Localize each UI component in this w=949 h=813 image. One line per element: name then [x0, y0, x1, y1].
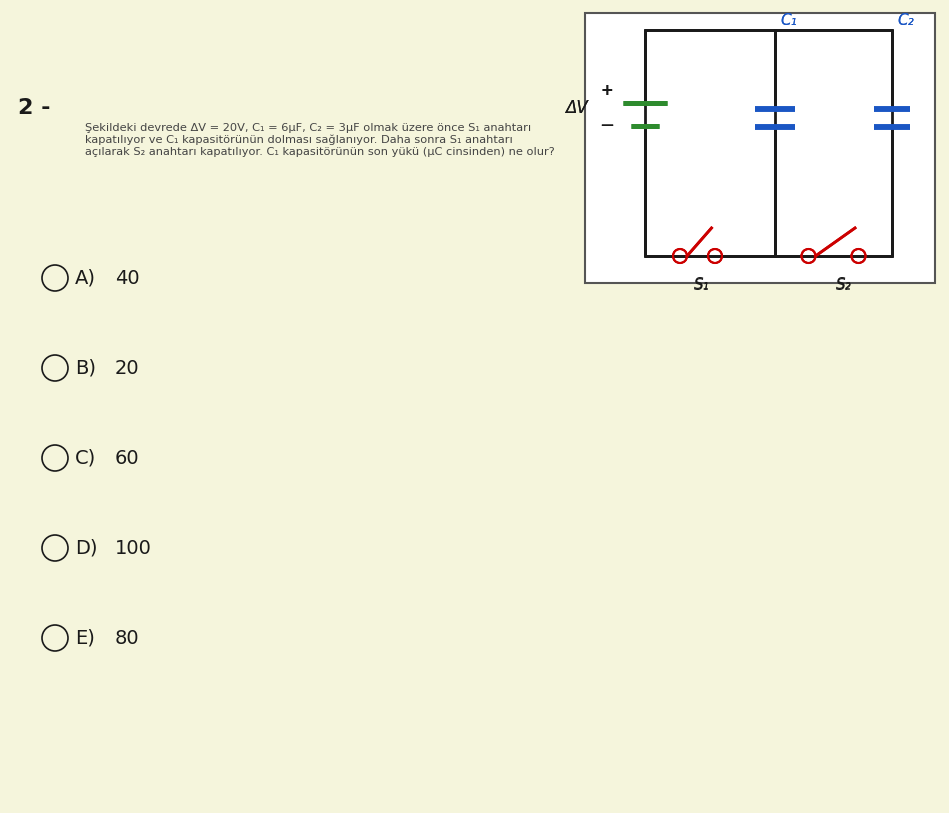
- Text: D): D): [75, 538, 98, 558]
- Text: E): E): [75, 628, 95, 647]
- Text: A): A): [75, 268, 96, 288]
- Text: C₁: C₁: [780, 13, 797, 28]
- Text: Şekildeki devrede ΔV = 20V, C₁ = 6μF, C₂ = 3μF olmak üzere önce S₁ anahtarı
kapa: Şekildeki devrede ΔV = 20V, C₁ = 6μF, C₂…: [85, 123, 555, 157]
- Text: S₁: S₁: [694, 278, 710, 293]
- Text: 2 -: 2 -: [18, 98, 50, 118]
- Text: C₂: C₂: [897, 13, 914, 28]
- Text: B): B): [75, 359, 96, 377]
- Text: +: +: [601, 82, 613, 98]
- Text: C₂: C₂: [897, 13, 914, 28]
- Text: −: −: [600, 117, 615, 135]
- Text: S₂: S₂: [836, 278, 851, 293]
- Text: S₂: S₂: [836, 277, 851, 292]
- Text: 60: 60: [115, 449, 140, 467]
- Text: ΔV: ΔV: [566, 99, 588, 117]
- Text: C): C): [75, 449, 96, 467]
- Text: +: +: [601, 82, 613, 98]
- Text: −: −: [600, 117, 615, 135]
- Text: 20: 20: [115, 359, 140, 377]
- FancyBboxPatch shape: [585, 13, 935, 283]
- Text: C₁: C₁: [780, 13, 797, 28]
- Text: 80: 80: [115, 628, 140, 647]
- Text: 40: 40: [115, 268, 140, 288]
- Text: S₁: S₁: [694, 277, 710, 292]
- Bar: [585, 13, 935, 283]
- Text: 100: 100: [115, 538, 152, 558]
- Text: ΔV: ΔV: [566, 99, 588, 117]
